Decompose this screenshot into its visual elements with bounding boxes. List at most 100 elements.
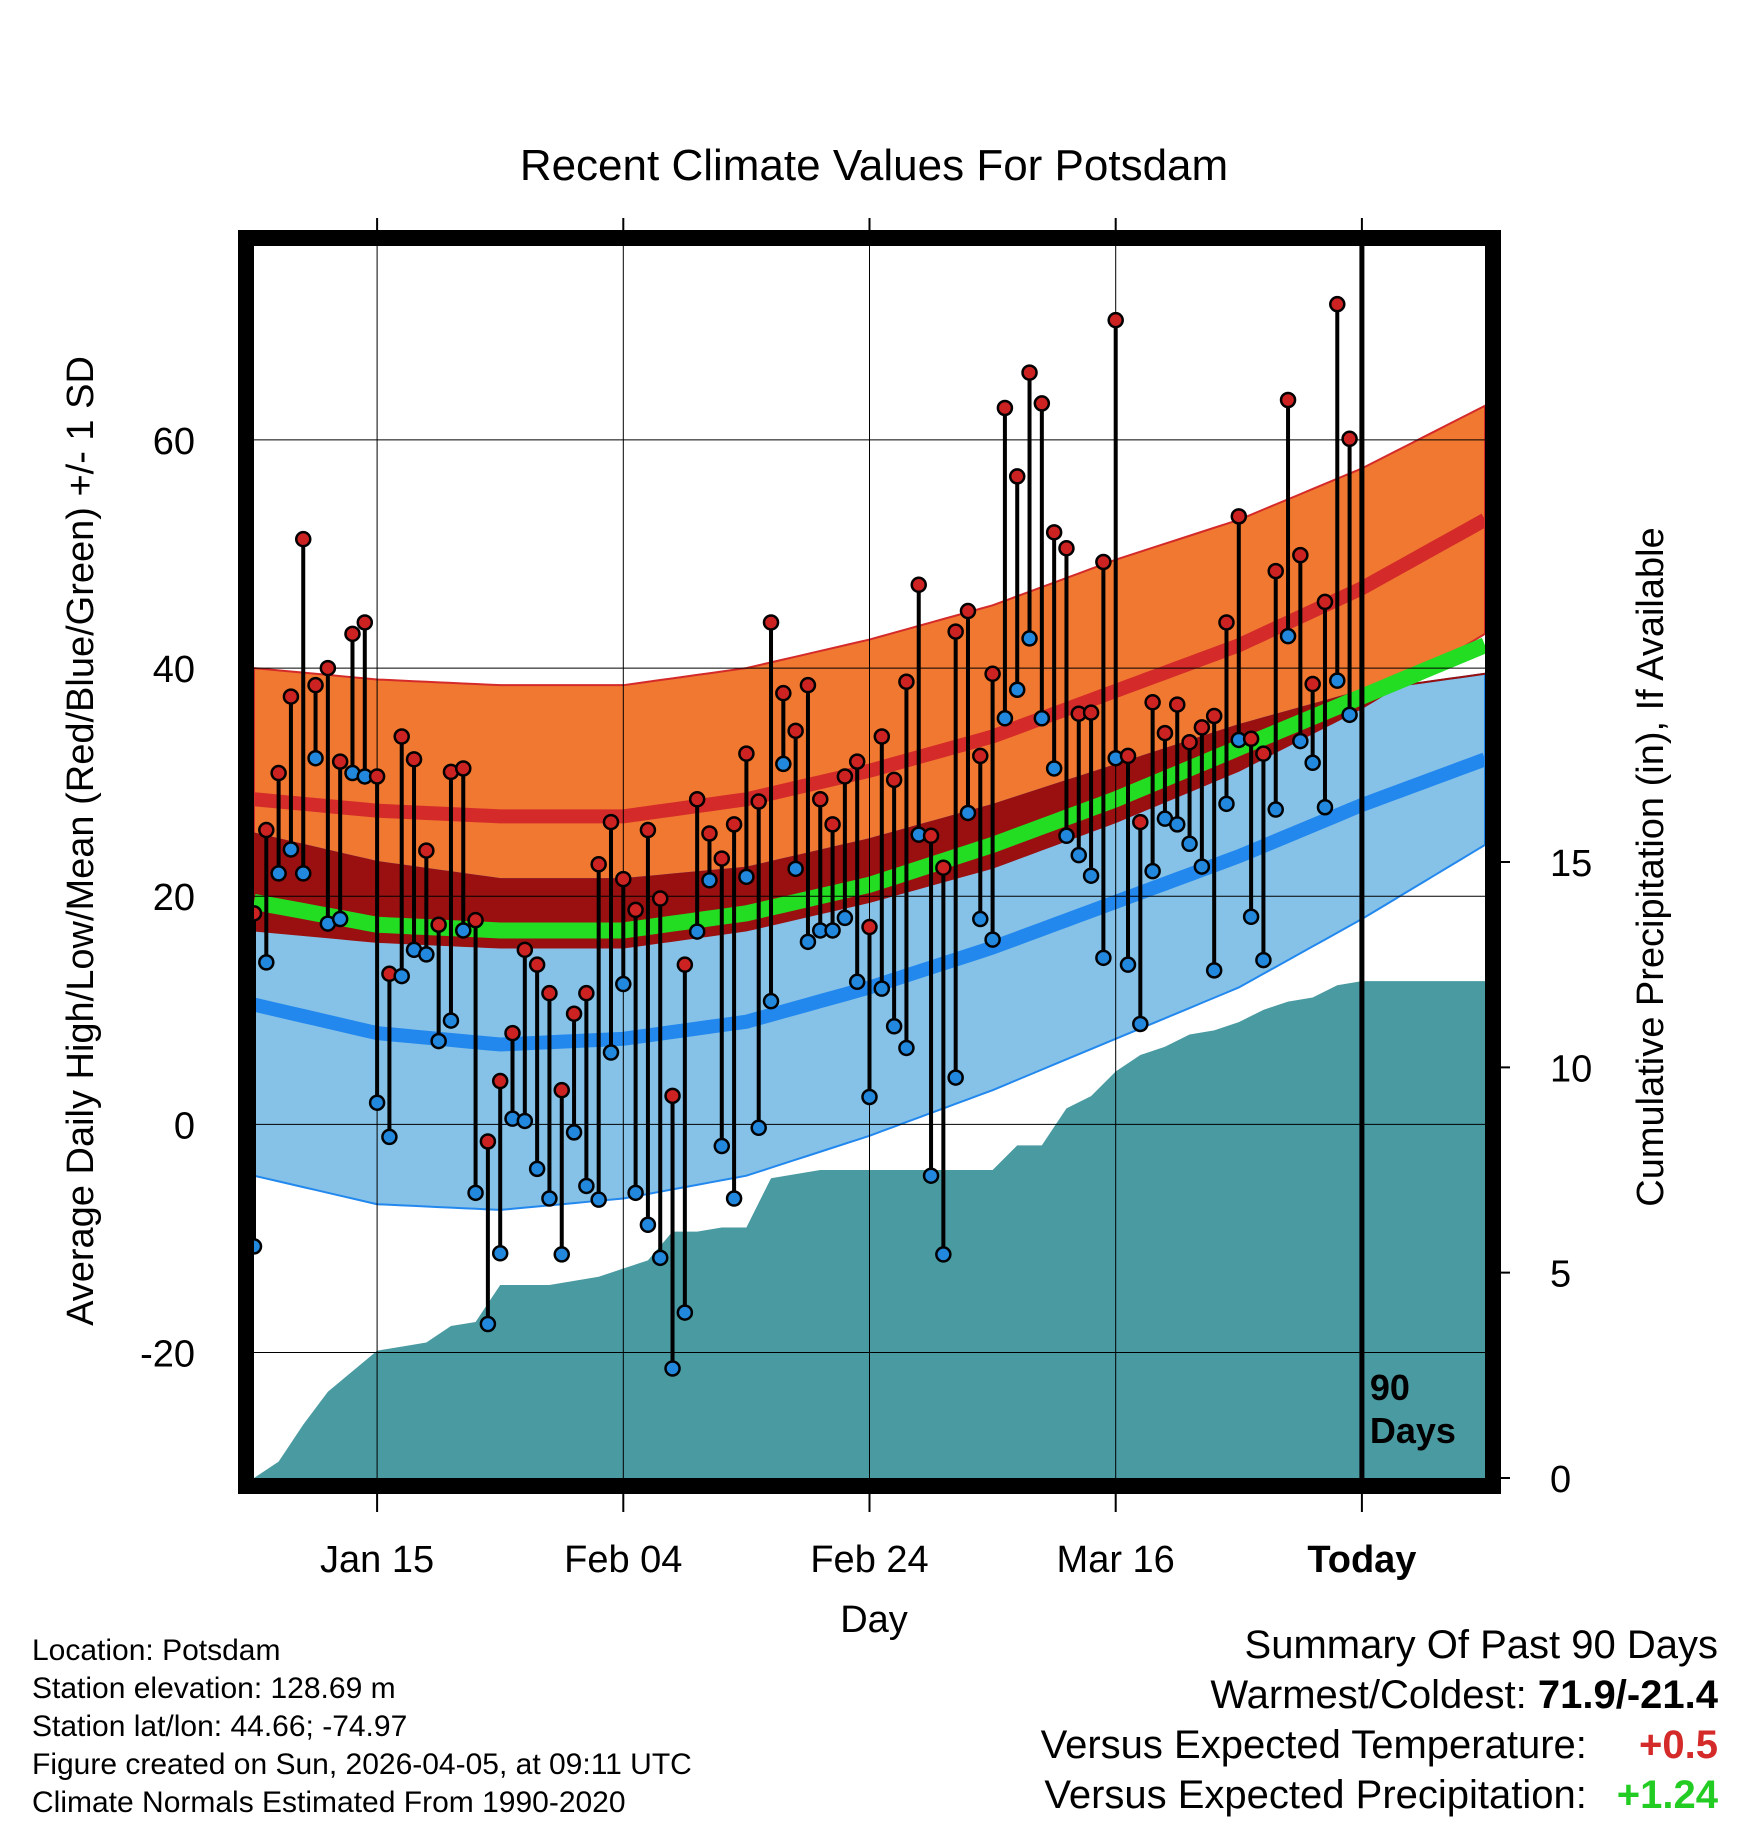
precip-label: Versus Expected Precipitation: bbox=[1044, 1773, 1587, 1817]
daily-low-point bbox=[799, 933, 817, 951]
daily-high-point bbox=[294, 530, 312, 548]
daily-high-point bbox=[541, 984, 558, 1002]
daily-high-point bbox=[627, 901, 644, 919]
daily-high-point bbox=[1008, 468, 1026, 485]
daily-high-point bbox=[688, 791, 706, 808]
daily-low-point bbox=[922, 1167, 940, 1184]
daily-high-point bbox=[491, 1072, 509, 1090]
daily-low-point bbox=[1255, 951, 1272, 969]
y-tick-label: 0 bbox=[174, 1105, 195, 1147]
daily-low-point bbox=[381, 1128, 398, 1146]
daily-low-point bbox=[590, 1191, 607, 1208]
daily-low-point bbox=[738, 868, 755, 886]
x-tick-label: Mar 16 bbox=[1057, 1539, 1175, 1581]
daily-high-point bbox=[1169, 696, 1186, 713]
daily-high-point bbox=[799, 676, 817, 694]
daily-high-point bbox=[664, 1087, 681, 1105]
daily-high-point bbox=[651, 890, 669, 907]
info-latlon: Station lat/lon: 44.66; -74.97 bbox=[32, 1710, 408, 1743]
daily-high-point bbox=[750, 793, 767, 810]
daily-high-point bbox=[578, 984, 595, 1002]
daily-low-point bbox=[528, 1160, 546, 1178]
daily-high-point bbox=[528, 956, 546, 973]
y2-tick-label: 5 bbox=[1550, 1254, 1571, 1296]
daily-high-point bbox=[455, 760, 472, 777]
daily-low-point bbox=[1008, 681, 1026, 698]
daily-high-point bbox=[418, 842, 435, 859]
daily-high-point bbox=[553, 1081, 570, 1099]
daily-high-point bbox=[1341, 430, 1358, 448]
daily-low-point bbox=[639, 1216, 657, 1234]
daily-low-point bbox=[984, 931, 1001, 948]
daily-high-point bbox=[1181, 733, 1198, 751]
daily-low-point bbox=[627, 1184, 644, 1202]
summary-temp: Versus Expected Temperature: +0.5 bbox=[1041, 1720, 1718, 1770]
daily-high-point bbox=[898, 673, 915, 691]
temp-label: Versus Expected Temperature: bbox=[1040, 1723, 1587, 1767]
daily-low-point bbox=[996, 710, 1014, 727]
daily-high-point bbox=[935, 859, 952, 876]
daily-high-point bbox=[873, 728, 891, 745]
daily-low-point bbox=[898, 1039, 915, 1057]
daily-low-point bbox=[701, 872, 718, 889]
y-tick-label: -20 bbox=[140, 1334, 195, 1376]
chart-title: Recent Climate Values For Potsdam bbox=[520, 141, 1228, 190]
daily-high-point bbox=[848, 753, 866, 770]
daily-high-point bbox=[996, 399, 1014, 417]
daily-low-point bbox=[1169, 816, 1186, 833]
y2-tick-label: 0 bbox=[1550, 1459, 1571, 1501]
x-tick-label: Jan 15 bbox=[320, 1539, 434, 1581]
daily-high-point bbox=[676, 956, 694, 973]
daily-high-point bbox=[1193, 719, 1211, 736]
daily-low-point bbox=[775, 755, 792, 773]
daily-low-point bbox=[1292, 732, 1309, 750]
daily-low-point bbox=[1181, 835, 1198, 852]
daily-low-point bbox=[651, 1249, 669, 1267]
daily-low-point bbox=[1329, 672, 1346, 689]
daily-high-point bbox=[824, 816, 841, 833]
daily-high-point bbox=[1218, 614, 1235, 631]
daily-low-point bbox=[479, 1315, 497, 1333]
daily-low-point bbox=[418, 946, 435, 963]
summary-warmest: Warmest/Coldest: 71.9/-21.4 bbox=[1041, 1670, 1718, 1720]
daily-high-point bbox=[504, 1024, 521, 1042]
daily-high-point bbox=[258, 821, 275, 839]
summary-panel: Summary Of Past 90 Days Warmest/Coldest:… bbox=[1041, 1620, 1718, 1820]
x-tick-label: Feb 04 bbox=[564, 1539, 682, 1581]
daily-high-point bbox=[947, 623, 964, 640]
daily-high-point bbox=[1292, 546, 1309, 564]
band-overlap bbox=[253, 672, 1486, 949]
daily-high-point bbox=[393, 728, 410, 745]
daily-high-point bbox=[1058, 540, 1075, 557]
daily-low-point bbox=[294, 865, 312, 882]
daily-low-point bbox=[467, 1184, 484, 1202]
daily-low-point bbox=[885, 1018, 903, 1035]
warmest-label: Warmest/Coldest: bbox=[1210, 1673, 1538, 1717]
daily-low-point bbox=[331, 910, 349, 928]
y2-axis-label: Cumulative Precipitation (in), If Availa… bbox=[1630, 527, 1672, 1206]
daily-low-point bbox=[307, 749, 324, 767]
daily-low-point bbox=[1144, 862, 1161, 880]
daily-high-point bbox=[1107, 311, 1124, 329]
summary-precip: Versus Expected Precipitation: +1.24 bbox=[1041, 1770, 1718, 1820]
daily-high-point bbox=[1095, 553, 1112, 571]
daily-low-point bbox=[442, 1012, 460, 1029]
daily-low-point bbox=[1132, 1015, 1149, 1033]
daily-low-point bbox=[1341, 706, 1358, 724]
daily-high-point bbox=[1267, 562, 1284, 580]
daily-low-point bbox=[258, 954, 275, 971]
temp-value: +0.5 bbox=[1639, 1723, 1718, 1767]
station-info: Location: Potsdam Station elevation: 128… bbox=[32, 1632, 692, 1822]
daily-low-point bbox=[1070, 846, 1088, 864]
daily-low-point bbox=[762, 992, 780, 1010]
daily-high-point bbox=[984, 665, 1001, 683]
daily-high-point bbox=[787, 722, 804, 740]
x-axis-label: Day bbox=[840, 1599, 908, 1641]
info-location: Location: Potsdam bbox=[32, 1634, 281, 1667]
daily-low-point bbox=[1021, 630, 1038, 647]
daily-low-point bbox=[282, 841, 300, 858]
daily-low-point bbox=[541, 1190, 558, 1207]
daily-low-point bbox=[430, 1032, 447, 1050]
x-tick-label: Feb 24 bbox=[810, 1539, 928, 1581]
